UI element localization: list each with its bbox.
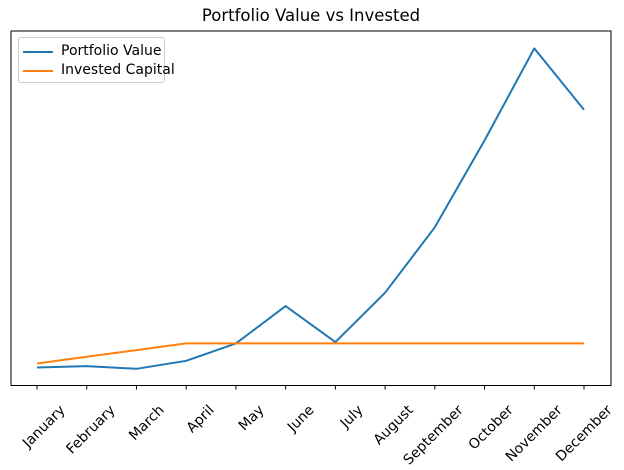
legend-item-portfolio-value: Portfolio Value xyxy=(23,42,162,61)
invested-capital-line xyxy=(36,342,584,365)
plot-border xyxy=(10,30,612,386)
chart-title: Portfolio Value vs Invested xyxy=(201,6,421,25)
legend: Portfolio Value Invested Capital xyxy=(18,37,175,83)
portfolio-value-line-swatch xyxy=(23,50,53,53)
legend-item-invested-capital: Invested Capital xyxy=(23,61,175,80)
x-axis-ticks xyxy=(36,385,585,390)
portfolio-value-line xyxy=(36,47,585,370)
legend-label-portfolio-value: Portfolio Value xyxy=(61,43,162,59)
legend-label-invested-capital: Invested Capital xyxy=(61,62,175,78)
invested-capital-line-swatch xyxy=(23,69,53,72)
